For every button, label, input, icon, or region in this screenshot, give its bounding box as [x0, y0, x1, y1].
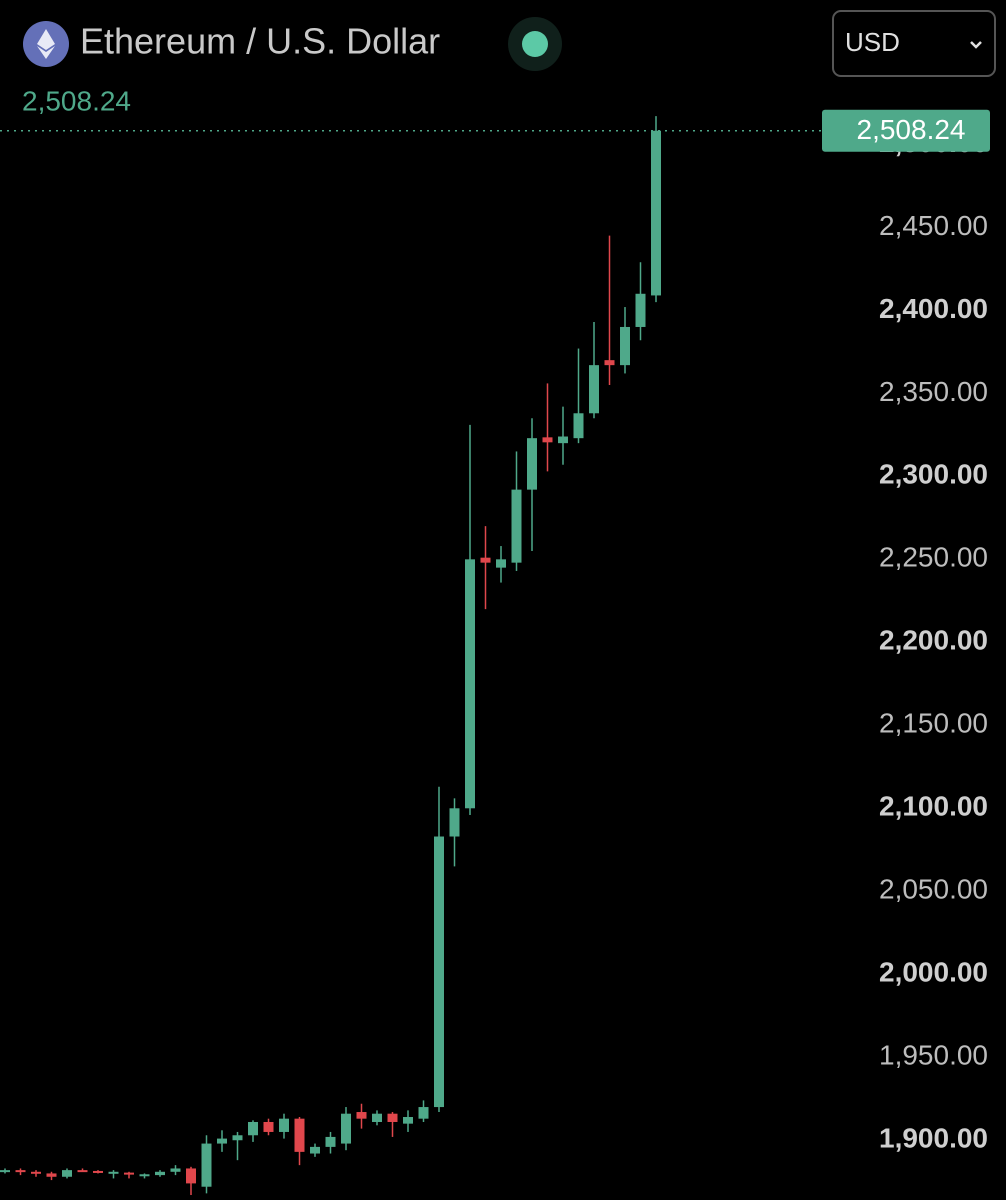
- candle-body: [372, 1113, 382, 1122]
- candle-body: [15, 1170, 26, 1173]
- candle-body: [604, 360, 615, 366]
- last-price-badge: [822, 109, 990, 152]
- last-price-label: 2,508.24: [857, 114, 966, 145]
- candle-body: [573, 413, 584, 439]
- candle-body: [542, 437, 553, 443]
- candle-body: [31, 1171, 41, 1174]
- candle-body: [294, 1118, 305, 1152]
- status-dot: [522, 31, 548, 57]
- candle-body: [0, 1170, 10, 1173]
- candle-body: [124, 1172, 134, 1175]
- candle-body: [155, 1171, 165, 1176]
- candle-body: [651, 130, 661, 296]
- currency-box[interactable]: [832, 10, 996, 77]
- candle-body: [201, 1143, 212, 1187]
- candle-body: [449, 808, 460, 837]
- candle-body: [46, 1173, 57, 1177]
- y-tick-label: 2,200.00: [879, 625, 988, 656]
- dropdown-arrow[interactable]: [970, 41, 982, 49]
- y-tick-label: 2,400.00: [879, 293, 988, 324]
- candle-body: [356, 1112, 367, 1119]
- y-tick-label: 2,150.00: [879, 708, 988, 739]
- y-tick-label: 1,950.00: [879, 1040, 988, 1071]
- y-tick-label: 2,450.00: [879, 210, 988, 241]
- candle-body: [589, 365, 599, 414]
- candle-body: [186, 1168, 196, 1184]
- candle-body: [77, 1170, 88, 1173]
- candle-body: [217, 1138, 227, 1144]
- y-tick-label: 2,000.00: [879, 957, 988, 988]
- candle-body: [232, 1135, 243, 1141]
- candle-body: [387, 1113, 398, 1122]
- candle-body: [263, 1121, 274, 1132]
- candle-body: [418, 1107, 429, 1119]
- y-tick-label: 2,300.00: [879, 459, 988, 490]
- y-tick-label: 2,050.00: [879, 874, 988, 905]
- candle-body: [620, 326, 630, 366]
- candle-body: [108, 1171, 119, 1174]
- overlay: Ethereum / U.S. Dollar 2,508.24 USD 2,50…: [22, 10, 996, 152]
- candle-body: [496, 559, 506, 568]
- candle-body: [511, 489, 522, 563]
- y-tick-label: 2,250.00: [879, 542, 988, 573]
- chart-title: Ethereum / U.S. Dollar: [80, 21, 440, 62]
- candle-body: [325, 1136, 336, 1147]
- eth-glyph: [37, 29, 55, 59]
- currency-select[interactable]: USD: [832, 10, 996, 77]
- candle-body: [635, 293, 646, 327]
- candle-body: [403, 1117, 413, 1124]
- candle-body: [310, 1146, 320, 1154]
- candle-body: [434, 836, 444, 1108]
- y-tick-label: 2,350.00: [879, 376, 988, 407]
- candle-body: [248, 1121, 258, 1136]
- candle-body: [465, 559, 475, 809]
- candle-body: [279, 1118, 289, 1132]
- candle-body: [62, 1170, 72, 1177]
- candle-body: [139, 1174, 150, 1177]
- candle-body: [527, 438, 537, 490]
- y-tick-label: 2,100.00: [879, 791, 988, 822]
- candle-body: [558, 436, 568, 444]
- candle-body: [480, 557, 491, 563]
- current-price: 2,508.24: [22, 85, 131, 116]
- candle-body: [93, 1170, 103, 1173]
- candle-body: [341, 1113, 351, 1144]
- y-tick-label: 1,900.00: [879, 1123, 988, 1154]
- currency-label[interactable]: USD: [845, 27, 900, 57]
- candle-body: [170, 1168, 181, 1172]
- plot: 1,900.00 1,950.00 2,000.00 2,050.00 2,100.00…: [0, 116, 988, 1196]
